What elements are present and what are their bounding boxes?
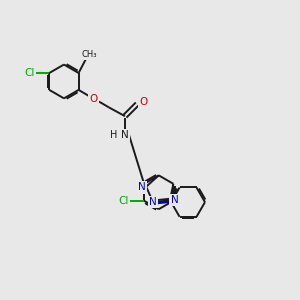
Text: O: O	[139, 97, 147, 106]
Text: Cl: Cl	[118, 196, 129, 206]
Text: O: O	[90, 94, 98, 104]
Text: N: N	[149, 197, 157, 207]
Text: N: N	[138, 182, 146, 192]
Text: Cl: Cl	[24, 68, 35, 78]
Text: N: N	[171, 195, 178, 205]
Text: CH₃: CH₃	[82, 50, 98, 58]
Text: H: H	[110, 130, 118, 140]
Text: N: N	[121, 130, 129, 140]
